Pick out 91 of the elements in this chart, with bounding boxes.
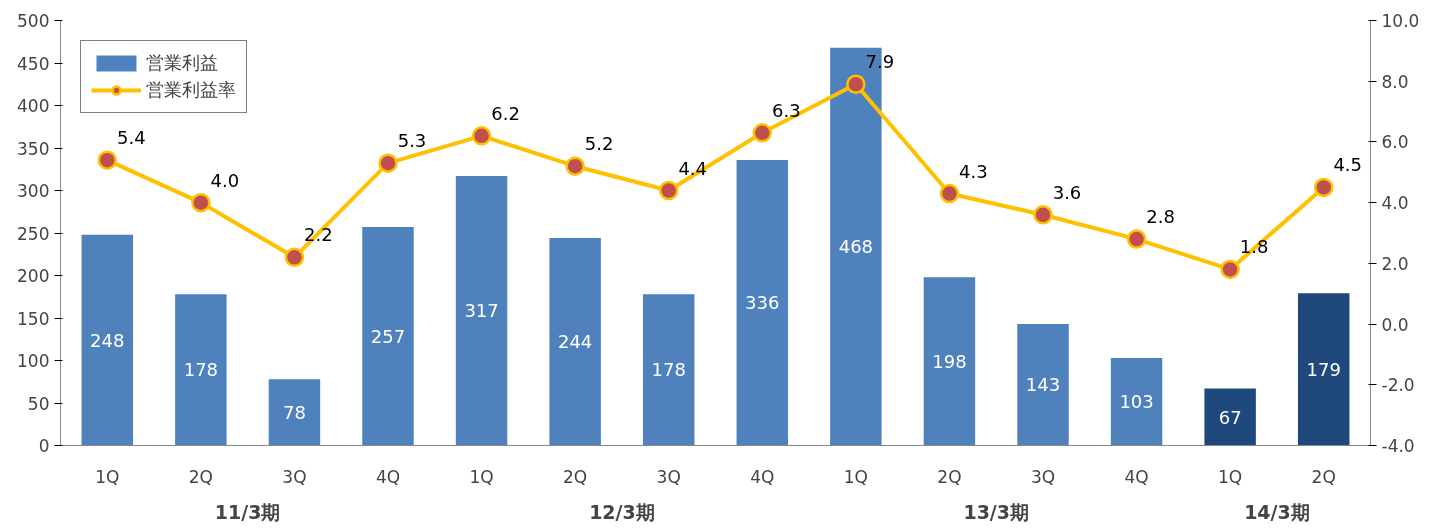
data-label: 6.3 <box>771 99 801 121</box>
text: 13/3期 <box>963 500 1030 523</box>
data-label: 5.3 <box>397 130 427 152</box>
y-tick-label: 500 <box>17 11 50 31</box>
data-label: 468 <box>838 236 874 258</box>
y-tick-label: 400 <box>17 96 50 116</box>
point <box>658 180 679 201</box>
y2-tick-label: -4.0 <box>1381 436 1415 456</box>
bar <box>1204 388 1256 446</box>
x-tick-label: 1Q <box>1218 466 1243 487</box>
point <box>284 247 305 268</box>
bar <box>81 234 134 446</box>
y2-tick-label: 2.0 <box>1381 253 1409 274</box>
data-label: 257 <box>370 325 406 347</box>
data-label: 103 <box>1119 391 1154 413</box>
x-tick-label: 3Q <box>282 466 307 487</box>
bar <box>923 277 976 446</box>
data-label: 67 <box>1218 406 1242 428</box>
data-label: 248 <box>90 329 125 351</box>
legend-label: 営業利益率 <box>146 78 236 102</box>
y2-tick-label: 10.0 <box>1381 11 1420 31</box>
data-label: 179 <box>1306 358 1341 380</box>
x-tick-label: 1Q <box>843 466 868 487</box>
bar <box>362 227 414 446</box>
legend-label: 営業利益 <box>146 51 218 75</box>
x-tick-label: 2Q <box>937 466 962 487</box>
data-label: 5.4 <box>116 127 146 149</box>
data-label: 4.4 <box>678 157 708 179</box>
data-label: 5.2 <box>584 133 614 155</box>
x-tick-label: 4Q <box>375 466 401 487</box>
point <box>1033 205 1053 225</box>
bar <box>642 294 695 446</box>
x-tick-label: 2Q <box>563 466 588 487</box>
text: 12/3期 <box>589 500 655 523</box>
x-tick-label: 2Q <box>188 466 213 487</box>
point <box>378 153 398 173</box>
bar <box>1017 323 1069 446</box>
bar <box>175 294 227 446</box>
y-tick-label: 300 <box>17 181 50 201</box>
bar <box>455 176 508 446</box>
data-label: 3.6 <box>1052 181 1082 203</box>
y-tick-label: 50 <box>27 393 50 414</box>
point <box>565 156 585 176</box>
y-tick-label: 100 <box>17 351 50 371</box>
bar <box>1110 357 1163 446</box>
y2-tick-label: 0.0 <box>1381 314 1409 335</box>
x-tick-label: 4Q <box>750 466 775 487</box>
x-tick-label: 3Q <box>1030 466 1056 487</box>
x-tick-label: 4Q <box>1124 466 1149 487</box>
point <box>471 126 492 146</box>
point <box>1220 259 1240 280</box>
data-label: 317 <box>464 300 499 322</box>
point <box>97 150 118 170</box>
text: 11/3期 <box>214 500 281 523</box>
y2-tick-label: -2.0 <box>1381 375 1415 396</box>
data-label: 336 <box>745 292 780 314</box>
x-tick-label: 1Q <box>95 466 120 487</box>
bar <box>549 238 601 446</box>
bar <box>1297 293 1350 446</box>
bar <box>268 379 321 446</box>
text: 14/3期 <box>1244 500 1310 523</box>
x-tick-label: 3Q <box>656 466 681 487</box>
data-label: 4.0 <box>210 169 240 191</box>
y-tick-label: 150 <box>17 308 50 329</box>
y-tick-label: 450 <box>17 53 50 74</box>
y-tick-label: 200 <box>17 266 50 286</box>
point <box>1126 229 1147 249</box>
y2-tick-label: 8.0 <box>1381 71 1409 92</box>
data-label: 198 <box>932 350 967 372</box>
data-label: 178 <box>651 359 686 381</box>
data-label: 78 <box>282 401 306 423</box>
y-tick-label: 0 <box>38 436 50 456</box>
y-tick-label: 250 <box>17 223 50 244</box>
point <box>1313 177 1334 198</box>
point <box>191 192 211 213</box>
data-label: 4.3 <box>959 160 988 182</box>
x-tick-label: 1Q <box>469 466 494 487</box>
point <box>846 74 866 94</box>
data-label: 4.5 <box>1333 154 1363 176</box>
point <box>752 123 773 143</box>
bar <box>736 159 789 446</box>
point <box>939 183 960 204</box>
data-label: 178 <box>183 359 219 381</box>
y2-tick-label: 4.0 <box>1381 193 1409 214</box>
data-label: 143 <box>1025 374 1061 396</box>
y-tick-label: 350 <box>17 138 50 159</box>
y2-tick-label: 6.0 <box>1381 132 1409 153</box>
x-tick-label: 2Q <box>1311 466 1336 487</box>
data-label: 244 <box>557 331 593 353</box>
data-label: 6.2 <box>491 102 520 124</box>
data-label: 2.8 <box>1146 206 1175 228</box>
